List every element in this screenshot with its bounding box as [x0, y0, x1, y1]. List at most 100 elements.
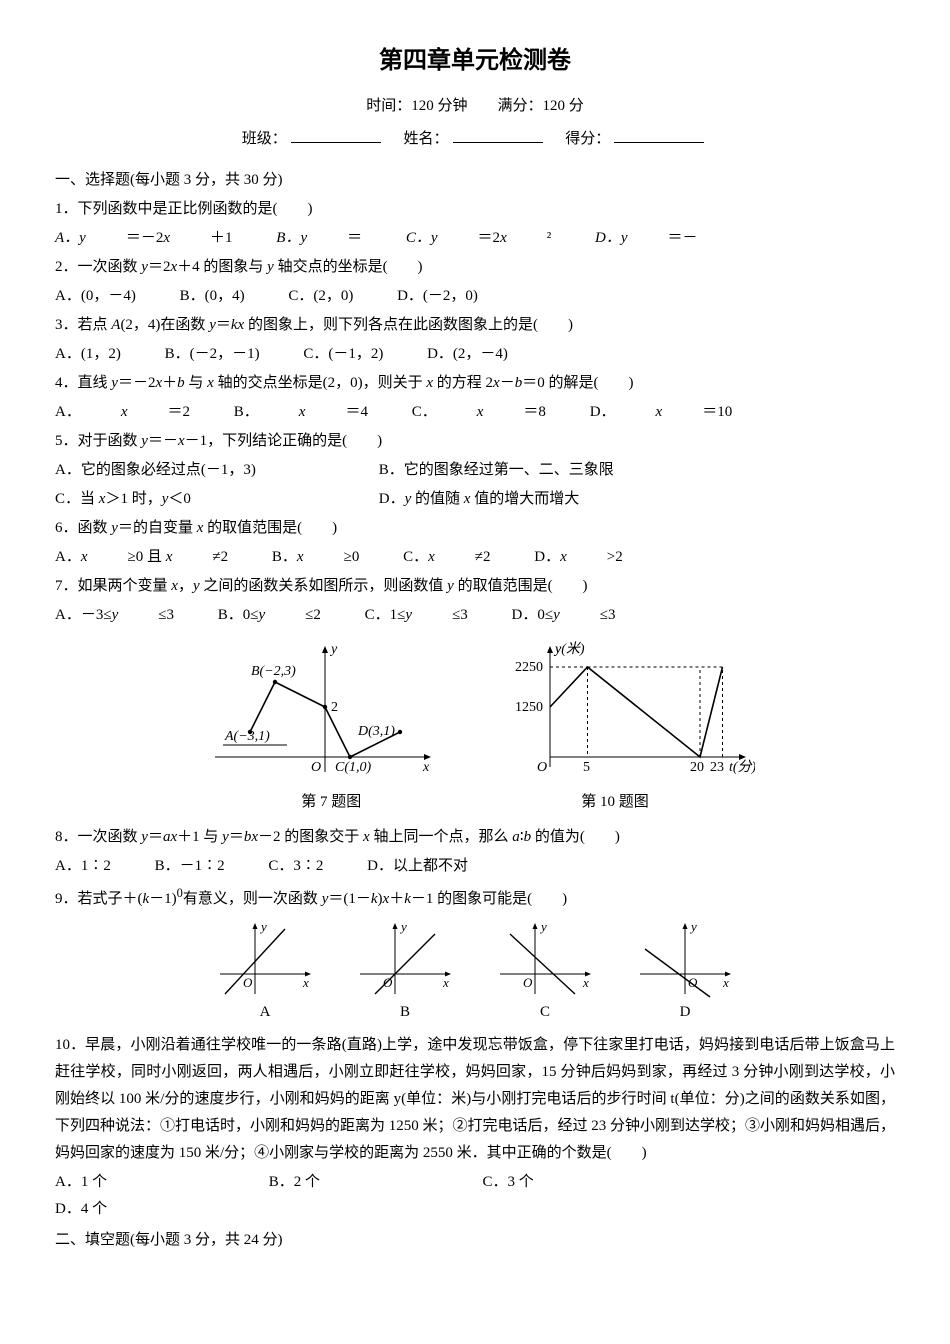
q9-graph-b: O x y B [355, 919, 455, 1026]
q7-opt-d: D．0≤y≤3 [512, 602, 616, 629]
svg-text:O: O [383, 975, 393, 990]
figure-captions: 第 7 题图 第 10 题图 [55, 789, 895, 816]
q6-options: A．x≥0 且 x≠2 B．x≥0 C．x≠2 D．x>2 [55, 544, 895, 571]
q4-options: A．x＝2 B．x＝4 C．x＝8 D．x＝10 [55, 399, 895, 426]
q4-opt-c: C．x＝8 [412, 399, 546, 426]
svg-text:O: O [523, 975, 533, 990]
q9-opt-c-label: C [495, 999, 595, 1026]
q5-opt-c: C．当 x＞1 时，y＜0 [55, 486, 375, 513]
q8-options: A．1∶2 B．－1∶2 C．3∶2 D．以上都不对 [55, 853, 895, 880]
q1-opt-a: A．y＝－2x＋1 [55, 225, 233, 252]
class-label: 班级： [242, 131, 287, 147]
q6-opt-d: D．x>2 [534, 544, 622, 571]
q3-opt-d: D．(2，－4) [427, 341, 508, 368]
q4-opt-d: D．x＝10 [590, 399, 733, 426]
q9-graph-c: O x y C [495, 919, 595, 1026]
time-label: 时间：120 分钟 [366, 98, 467, 114]
q9-opt-a-label: A [215, 999, 315, 1026]
q8-stem: 8．一次函数 y＝ax＋1 与 y＝bx－2 的图象交于 x 轴上同一个点，那么… [55, 824, 895, 851]
fig10-yaxis-lbl: y(米) [553, 641, 585, 657]
q5-stem: 5．对于函数 y＝－x－1，下列结论正确的是( ) [55, 428, 895, 455]
meta-row: 时间：120 分钟 满分：120 分 [55, 93, 895, 120]
class-blank [291, 127, 381, 143]
q6-opt-c: C．x≠2 [403, 544, 490, 571]
fullscore-label: 满分：120 分 [498, 98, 584, 114]
q3-stem: 3．若点 A(2，4)在函数 y＝kx 的图象上，则下列各点在此函数图象上的是(… [55, 312, 895, 339]
q1-opt-b: B．y＝ [276, 225, 362, 252]
section-b-heading: 二、填空题(每小题 3 分，共 24 分) [55, 1227, 895, 1254]
fig7-label-a: A(−3,1) [224, 729, 270, 744]
q3-options: A．(1，2) B．(－2，－1) C．(－1，2) D．(2，－4) [55, 341, 895, 368]
q7-stem: 7．如果两个变量 x，y 之间的函数关系如图所示，则函数值 y 的取值范围是( … [55, 573, 895, 600]
q7-options: A．－3≤y≤3 B．0≤y≤2 C．1≤y≤3 D．0≤y≤3 [55, 602, 895, 629]
blanks-row: 班级： 姓名： 得分： [55, 126, 895, 153]
q5-opt-d: D．y 的值随 x 值的增大而增大 [379, 491, 579, 507]
figure-row: B(−2,3) A(−3,1) D(3,1) C(1,0) O 2 x y y … [55, 637, 895, 787]
q8-opt-a: A．1∶2 [55, 853, 111, 880]
q10-opt-d: D．4 个 [55, 1196, 225, 1223]
q4-opt-b: B．x＝4 [234, 399, 368, 426]
q5-row2: C．当 x＞1 时，y＜0 D．y 的值随 x 值的增大而增大 [55, 486, 895, 513]
q9-opt-b-label: B [355, 999, 455, 1026]
q5-opt-b: B．它的图象经过第一、二、三象限 [379, 462, 614, 478]
fig7-svg: B(−2,3) A(−3,1) D(3,1) C(1,0) O 2 x y [195, 637, 445, 787]
q5-row1: A．它的图象必经过点(－1，3) B．它的图象经过第一、二、三象限 [55, 457, 895, 484]
name-blank [453, 127, 543, 143]
q10-opt-b: B．2 个 [269, 1169, 439, 1196]
q8-opt-c: C．3∶2 [268, 853, 323, 880]
svg-text:O: O [243, 975, 253, 990]
page-title: 第四章单元检测卷 [55, 40, 895, 83]
q9-opt-d-label: D [635, 999, 735, 1026]
q7-opt-b: B．0≤y≤2 [218, 602, 321, 629]
q1-stem: 1．下列函数中是正比例函数的是( ) [55, 196, 895, 223]
q5-opt-a: A．它的图象必经过点(－1，3) [55, 457, 375, 484]
svg-text:y: y [689, 919, 697, 934]
score-label: 得分： [565, 131, 610, 147]
svg-text:x: x [442, 975, 449, 990]
fig10-xaxis: t(分) [729, 759, 755, 775]
q1-opt-d: D．y＝－ [595, 225, 698, 252]
q9-graph-a: O x y A [215, 919, 315, 1026]
fig10-x1: 5 [583, 760, 590, 775]
q3-opt-a: A．(1，2) [55, 341, 121, 368]
q7-opt-c: C．1≤y≤3 [365, 602, 468, 629]
q10-options: A．1 个 B．2 个 C．3 个 D．4 个 [55, 1169, 895, 1223]
q8-opt-d: D．以上都不对 [367, 853, 468, 880]
q9-stem: 9．若式子＋(k－1)0有意义，则一次函数 y＝(1－k)x＋k－1 的图象可能… [55, 882, 895, 913]
q10-opt-a: A．1 个 [55, 1169, 225, 1196]
name-label: 姓名： [403, 131, 448, 147]
fig10-svg: y y(米) 2250 1250 O 5 20 23 t(分) [505, 637, 755, 787]
svg-text:O: O [688, 975, 698, 990]
svg-text:y: y [539, 919, 547, 934]
fig10-caption: 第 10 题图 [581, 789, 649, 816]
fig7-label-o: O [311, 760, 321, 775]
q2-opt-a: A．(0，－4) [55, 283, 136, 310]
score-blank [614, 127, 704, 143]
q1-options: A．y＝－2x＋1 B．y＝ C．y＝2x² D．y＝－ [55, 225, 895, 252]
svg-text:x: x [582, 975, 589, 990]
q4-opt-a: A．x＝2 [55, 399, 190, 426]
q6-opt-a: A．x≥0 且 x≠2 [55, 544, 228, 571]
fig7-caption: 第 7 题图 [301, 789, 361, 816]
q2-opt-b: B．(0，4) [180, 283, 245, 310]
svg-text:x: x [302, 975, 309, 990]
q1-opt-c: C．y＝2x² [406, 225, 551, 252]
q4-stem: 4．直线 y＝－2x＋b 与 x 轴的交点坐标是(2，0)，则关于 x 的方程 … [55, 370, 895, 397]
q10-opt-c: C．3 个 [483, 1169, 653, 1196]
fig10-y2: 1250 [515, 700, 543, 715]
fig7-label-x: x [422, 760, 430, 775]
fig7-label-b: B(−2,3) [251, 664, 296, 679]
svg-text:x: x [722, 975, 729, 990]
fig10-o: O [537, 760, 547, 775]
svg-text:y: y [259, 919, 267, 934]
q2-stem: 2．一次函数 y＝2x＋4 的图象与 y 轴交点的坐标是( ) [55, 254, 895, 281]
q6-stem: 6．函数 y＝的自变量 x 的取值范围是( ) [55, 515, 895, 542]
fig7-label-d: D(3,1) [357, 724, 395, 739]
svg-text:y: y [399, 919, 407, 934]
fig7-label-two: 2 [331, 700, 338, 715]
q8-opt-b: B．－1∶2 [155, 853, 225, 880]
fig7-label-c: C(1,0) [335, 760, 372, 775]
fig10-x2: 20 [690, 760, 704, 775]
q6-opt-b: B．x≥0 [272, 544, 359, 571]
q2-options: A．(0，－4) B．(0，4) C．(2，0) D．(－2，0) [55, 283, 895, 310]
